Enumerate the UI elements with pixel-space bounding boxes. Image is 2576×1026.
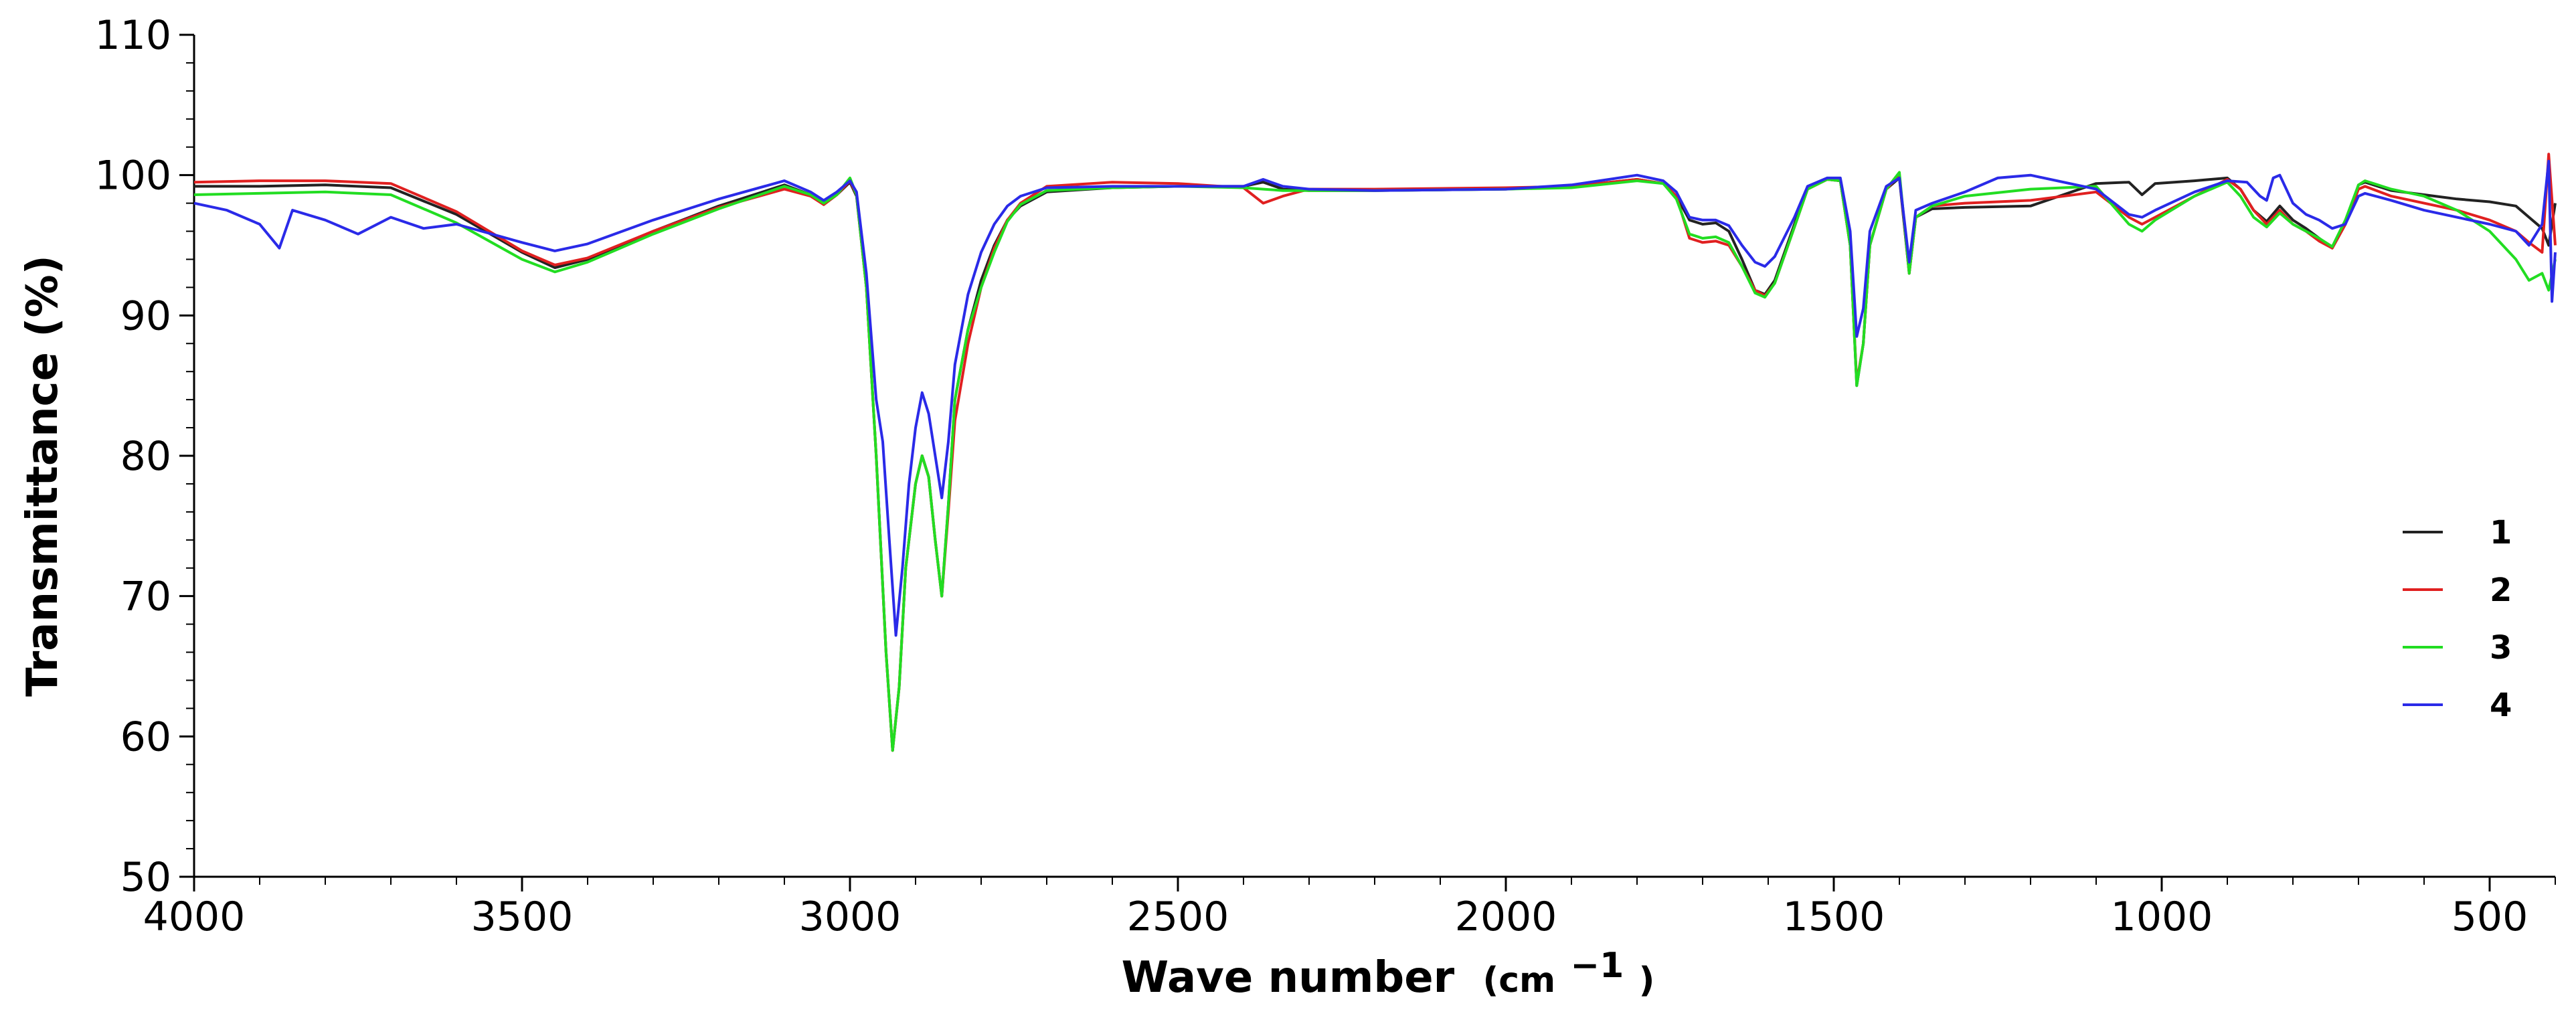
series-line-3	[193, 171, 2557, 752]
x-tick-label: 4000	[143, 893, 246, 940]
x-tick-label: 1000	[2111, 893, 2213, 940]
x-axis-title: Wave number (cm −1 )	[1122, 938, 1655, 1003]
series-line-1	[194, 176, 2557, 752]
y-tick-label: 110	[94, 12, 171, 59]
y-tick-label: 90	[120, 292, 171, 339]
x-tick-label: 1500	[1783, 893, 1885, 940]
y-tick-label: 50	[120, 854, 171, 901]
x-axis-title-main: Wave number	[1122, 953, 1455, 1003]
x-axis-title-unit-close: )	[1639, 960, 1655, 1001]
legend-label-1: 1	[2490, 514, 2512, 551]
series-lines	[193, 153, 2557, 752]
y-tick-label: 70	[120, 574, 171, 620]
legend: 1 2 3 4	[2403, 514, 2512, 724]
y-tick-label: 60	[120, 713, 171, 760]
legend-label-3: 3	[2490, 629, 2512, 667]
x-tick-label: 500	[2452, 893, 2528, 940]
legend-label-2: 2	[2490, 572, 2512, 609]
x-tick-label: 2500	[1127, 893, 1229, 940]
series-line-4	[193, 159, 2557, 637]
y-tick-label: 80	[120, 433, 171, 480]
x-axis-title-unit: (cm	[1482, 960, 1555, 1001]
axis-titles: Transmittance (%) Wave number (cm −1 )	[18, 255, 1654, 1003]
x-tick-label: 3500	[471, 893, 574, 940]
y-axis-title: Transmittance (%)	[18, 255, 68, 697]
x-tick-label: 2000	[1455, 893, 1557, 940]
legend-label-4: 4	[2490, 687, 2512, 724]
x-axis-title-unit-sup: −1	[1571, 946, 1624, 986]
series-line-2	[193, 153, 2557, 752]
x-tick-label: 3000	[799, 893, 901, 940]
y-tick-label: 100	[94, 153, 171, 199]
